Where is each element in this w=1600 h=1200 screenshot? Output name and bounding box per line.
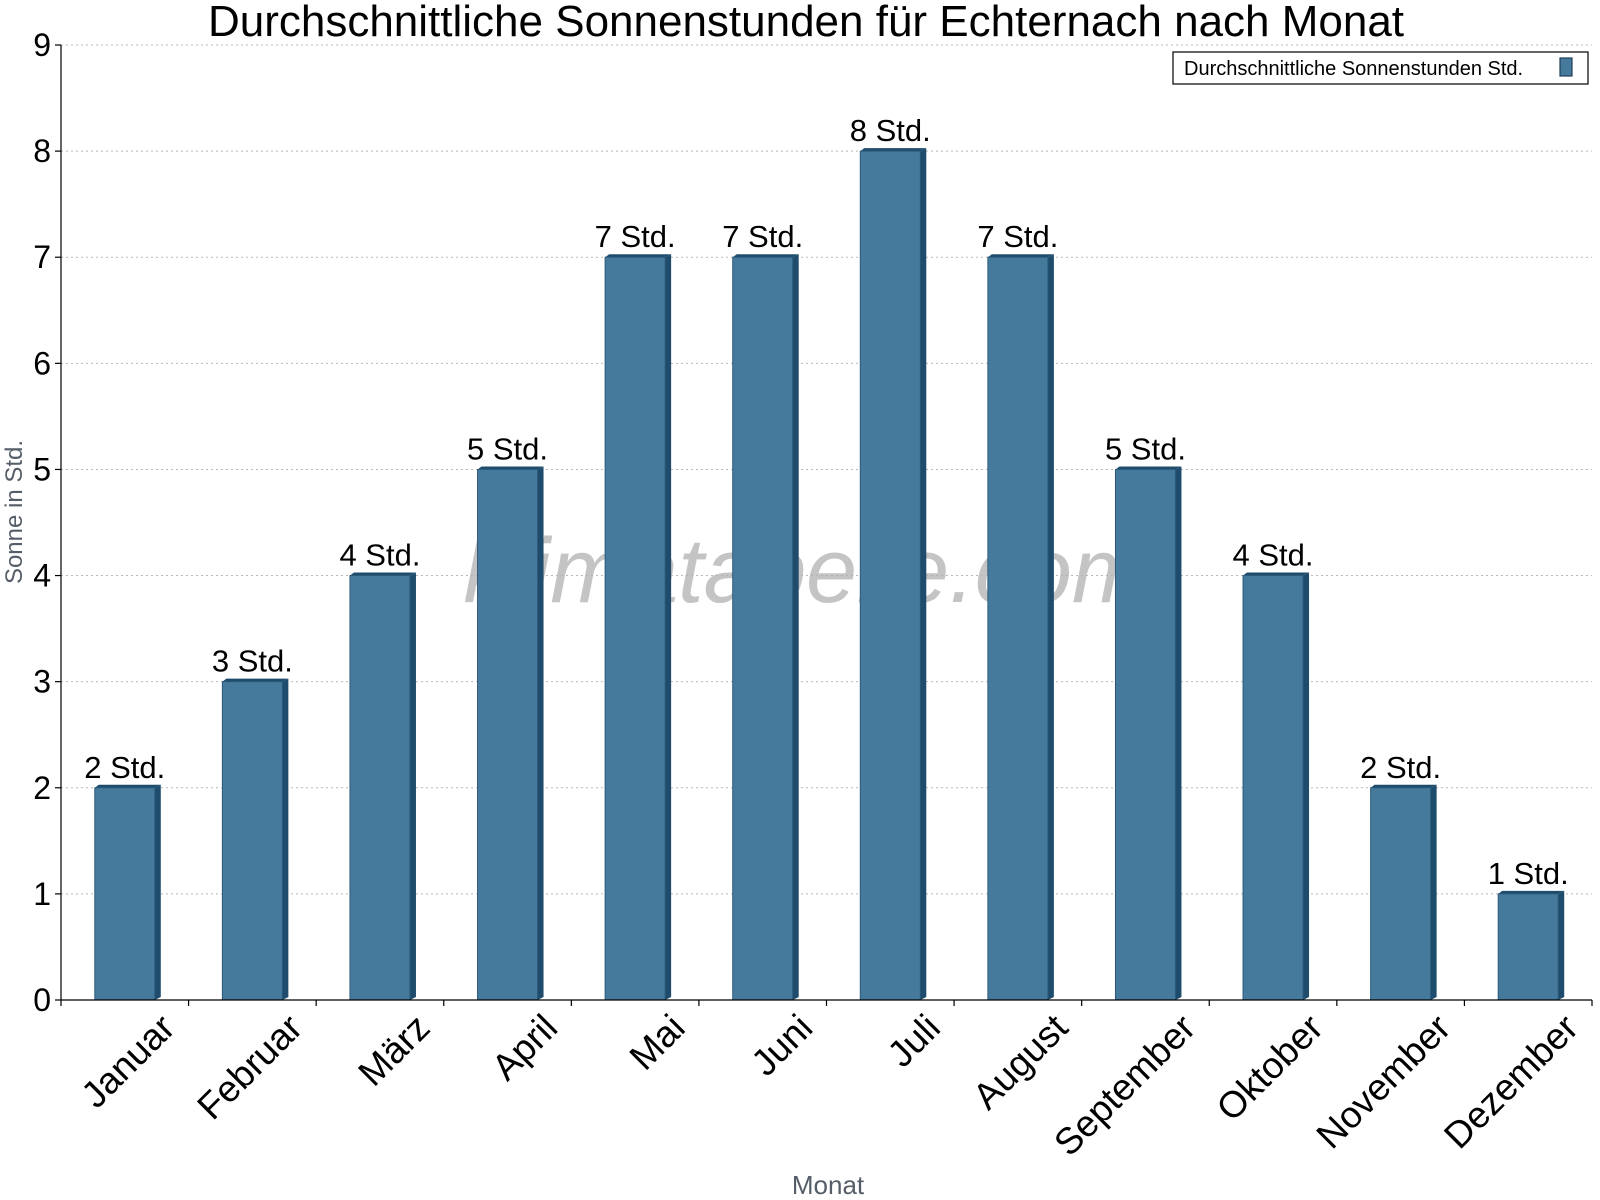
bar-value-label: 7 Std. [595, 219, 676, 254]
bar [987, 256, 1049, 1001]
legend: Durchschnittliche Sonnenstunden Std. [1172, 51, 1589, 85]
bar-side [154, 784, 161, 1000]
bar-top [222, 678, 289, 682]
bar-side [920, 148, 927, 1001]
y-tick-label: 6 [33, 345, 51, 381]
legend-label: Durchschnittliche Sonnenstunden Std. [1184, 58, 1523, 80]
bar [477, 468, 539, 1001]
bar-side [792, 254, 799, 1000]
bar-side [1558, 890, 1565, 1000]
bar-top [1370, 784, 1437, 788]
y-tick-label: 9 [33, 27, 51, 63]
bar-value-label: 7 Std. [977, 219, 1058, 254]
x-tick-label: Dezember [1436, 1007, 1586, 1157]
bar-value-label: 7 Std. [722, 219, 803, 254]
x-tick-label: August [965, 1006, 1076, 1117]
legend-swatch [1559, 57, 1573, 77]
bar-side [537, 466, 544, 1000]
axes [55, 44, 1593, 1006]
y-tick-label: 7 [33, 239, 51, 275]
bar-side [1175, 466, 1182, 1000]
bar-top [1243, 572, 1310, 576]
bar-value-label: 2 Std. [1360, 750, 1441, 785]
bar [94, 787, 156, 1001]
bar-side [1047, 254, 1054, 1000]
y-tick-label: 8 [33, 133, 51, 169]
legend-box [1172, 51, 1589, 85]
bar-value-label: 5 Std. [1105, 431, 1186, 466]
x-tick-label: Juni [743, 1007, 820, 1084]
grid-lines [61, 44, 1592, 895]
bar [732, 256, 794, 1001]
data-labels: 2 Std. 3 Std. 4 Std. 5 Std. 7 Std. 7 Std. 8 St… [84, 113, 1568, 891]
x-tick-label: März [350, 1007, 437, 1094]
bar-side [665, 254, 672, 1000]
bar [221, 681, 283, 1001]
y-tick-label: 2 [33, 770, 51, 806]
x-tick-label: Februar [189, 1007, 310, 1128]
bar-top [1498, 890, 1565, 894]
bar [1114, 468, 1176, 1001]
y-tick-label: 4 [33, 558, 51, 594]
bar-side [1430, 784, 1437, 1000]
chart-title: Durchschnittliche Sonnenstunden für Echt… [208, 0, 1404, 46]
x-tick-label: Mai [622, 1007, 693, 1078]
y-tick-label: 3 [33, 664, 51, 700]
x-tick-label: Oktober [1209, 1007, 1331, 1129]
x-tick-label: April [484, 1007, 565, 1088]
x-axis-label: Monat [792, 1170, 865, 1200]
bar [859, 150, 921, 1001]
bar-top [732, 254, 799, 258]
bar-value-label: 8 Std. [850, 113, 931, 148]
x-tick-labels: Januar Februar März April Mai Juni Juli AugustS… [73, 1006, 1585, 1163]
y-tick-label: 0 [33, 982, 51, 1018]
bar-side [282, 678, 289, 1000]
bar-top [1115, 466, 1182, 470]
x-tick-label: Juli [880, 1007, 948, 1075]
y-axis-label: Sonne in Std. [1, 440, 28, 584]
bar [604, 256, 666, 1001]
bar-value-label: 3 Std. [212, 644, 293, 679]
bar [349, 575, 411, 1001]
bar-value-label: 1 Std. [1488, 856, 1569, 891]
bar [1497, 893, 1559, 1001]
bar-value-label: 5 Std. [467, 431, 548, 466]
y-tick-labels: 0 1 2 3 4 5 6 7 8 9 [33, 27, 51, 1018]
bar-value-label: 4 Std. [339, 538, 420, 573]
bar-top [605, 254, 672, 258]
x-tick-label: Januar [73, 1007, 182, 1116]
bar-value-label: 2 Std. [84, 750, 165, 785]
bars [94, 148, 1565, 1001]
bar-top [349, 572, 416, 576]
bar-top [94, 784, 161, 788]
bar-side [1303, 572, 1310, 1000]
bar-top [477, 466, 544, 470]
bar-top [987, 254, 1054, 258]
y-tick-label: 1 [33, 876, 51, 912]
bar-value-label: 4 Std. [1233, 538, 1314, 573]
bar-top [860, 148, 927, 152]
bar [1242, 575, 1304, 1001]
y-tick-label: 5 [33, 451, 51, 487]
bar [1370, 787, 1432, 1001]
x-tick-label: November [1309, 1007, 1459, 1157]
bar-side [409, 572, 416, 1000]
